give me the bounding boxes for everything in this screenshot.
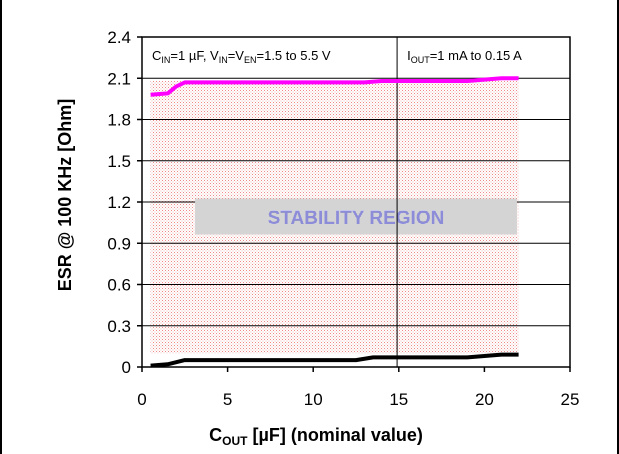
- condition-1-part-2: =1 mA to 0.15 A: [430, 48, 522, 63]
- y-tick-label-4: 1.2: [107, 193, 131, 212]
- y-axis-label: ESR @ 100 KHz [Ohm]: [55, 99, 75, 292]
- condition-0-part-1: IN: [161, 55, 170, 65]
- x-axis-label-rest: [µF] (nominal value): [247, 425, 422, 445]
- x-tick-label-5: 25: [561, 390, 580, 409]
- condition-0-part-5: EN: [244, 55, 257, 65]
- x-tick-label-2: 10: [304, 390, 323, 409]
- series-line-upper-limit: [150, 76, 519, 97]
- x-tick-label-1: 5: [223, 390, 232, 409]
- y-tick-label-0: 0: [122, 358, 131, 377]
- condition-0-part-6: =1.5 to 5.5 V: [257, 48, 331, 63]
- stability-region-label-background: [195, 198, 517, 235]
- y-tick-label-5: 1.5: [107, 152, 131, 171]
- x-axis-label-sub: OUT: [222, 434, 248, 448]
- y-tick-label-8: 2.4: [107, 28, 131, 47]
- condition-0-part-0: C: [152, 48, 161, 63]
- condition-text-0: CIN=1 µF, VIN=VEN=1.5 to 5.5 V: [152, 48, 331, 65]
- y-tick-label-6: 1.8: [107, 111, 131, 130]
- condition-0-part-3: IN: [219, 55, 228, 65]
- x-axis-label-main: C: [209, 425, 222, 445]
- stability-region-label: STABILITY REGION: [268, 208, 445, 229]
- y-tick-label-3: 0.9: [107, 234, 131, 253]
- x-tick-label-0: 0: [137, 390, 146, 409]
- condition-0-part-4: =V: [228, 48, 245, 63]
- y-tick-label-2: 0.6: [107, 276, 131, 295]
- condition-text-1: IOUT=1 mA to 0.15 A: [407, 48, 522, 65]
- x-axis-label: COUT [µF] (nominal value): [209, 425, 423, 448]
- x-tick-label-4: 20: [475, 390, 494, 409]
- series-line-lower-limit: [150, 352, 519, 368]
- y-tick-label-1: 0.3: [107, 317, 131, 336]
- x-tick-label-3: 15: [389, 390, 408, 409]
- condition-1-part-0: I: [407, 48, 411, 63]
- condition-1-part-1: OUT: [411, 55, 431, 65]
- y-tick-label-7: 2.1: [107, 69, 131, 88]
- condition-0-part-2: =1 µF, V: [170, 48, 219, 63]
